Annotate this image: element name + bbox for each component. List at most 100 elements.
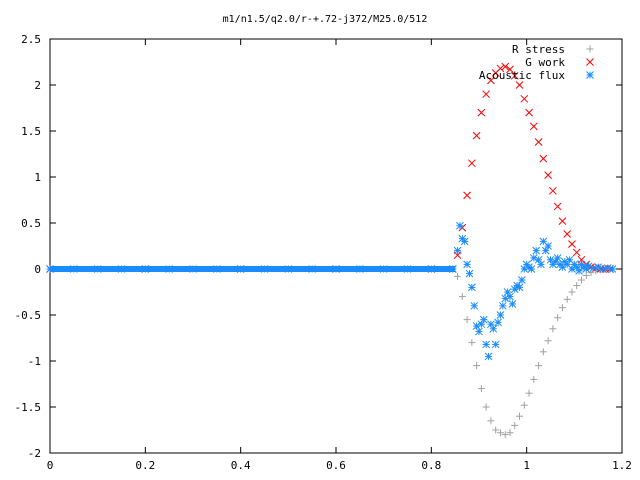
data-point [589,264,598,272]
data-point [496,64,505,73]
y-tick-label: 0 [34,263,41,276]
legend-marker [586,45,594,53]
data-point [582,271,590,279]
data-point [515,283,524,292]
data-point [554,314,562,322]
data-point [525,389,533,397]
legend-marker [586,58,594,66]
data-point [577,276,585,284]
plot-series [46,62,617,439]
legend-marker [586,71,594,79]
legend-label: Acoustic flux [479,69,565,82]
y-tick-label: 2.5 [21,33,41,46]
data-point [460,237,469,246]
data-point [558,217,567,226]
data-point [516,412,524,420]
data-point [527,265,536,273]
data-point [534,255,543,264]
data-point [568,288,576,296]
data-point [489,324,498,333]
data-point [482,90,491,99]
data-point [506,292,514,301]
data-point [599,265,607,273]
data-point [465,269,474,278]
data-point [544,171,552,180]
data-point [529,122,538,131]
legend-label: R stress [512,43,565,56]
data-point [501,62,510,71]
data-point [608,265,617,273]
axes: 0 0.2 0.4 0.6 0.8 1 1.2 2.5 2 1.5 1 0.5 0 -0.5 -1 -1.5 -… [15,33,632,472]
data-point [472,131,481,140]
y-tick-label: 0.5 [21,217,41,230]
data-point [470,301,479,310]
legend-label: G work [525,56,565,69]
data-point [544,242,552,250]
data-point [515,81,524,89]
x-tick-label: 0.2 [135,459,155,472]
data-point [573,282,581,290]
data-point [534,138,543,146]
data-point [506,65,514,74]
data-point [477,108,486,117]
data-point [487,76,495,85]
data-point [494,318,502,327]
y-tick-label: -2 [28,447,41,460]
data-point [520,94,529,103]
data-point [467,159,476,168]
data-point [530,375,538,383]
data-point [454,272,462,280]
data-point [510,71,519,80]
y-tick-label: 1 [34,171,41,184]
x-tick-label: 0.8 [421,459,441,472]
y-tick-label: -1 [28,355,41,368]
data-point [553,254,562,262]
data-point [501,431,509,439]
data-point [463,316,471,324]
data-point [518,276,526,284]
data-point [479,315,488,324]
data-point [511,421,519,429]
data-point [475,327,483,336]
data-point [603,264,612,272]
series-2 [46,221,617,361]
y-tick-label: 1.5 [21,125,41,138]
data-point [535,362,543,370]
data-point [477,385,485,393]
data-point [508,300,517,308]
data-point [492,426,500,434]
series-0 [46,265,614,439]
data-point [498,301,507,310]
data-point [463,191,471,200]
data-point [549,186,557,195]
x-tick-label: 0.4 [231,459,251,472]
data-point [468,339,476,347]
data-point [463,260,471,269]
data-point [467,283,476,292]
data-point [537,260,545,269]
data-point [458,293,466,301]
x-tick-label: 0 [47,459,54,472]
data-point [484,352,493,361]
data-point [456,221,464,230]
data-point [558,304,566,312]
data-point [482,340,491,349]
x-tick-label: 1 [523,459,530,472]
data-point [563,295,571,303]
data-point [525,108,533,117]
data-point [575,266,583,275]
data-point [544,337,552,345]
data-point [539,154,548,163]
data-point [568,240,576,249]
data-point [539,348,547,356]
data-point [520,401,528,409]
y-tick-label: -1.5 [15,401,42,414]
data-point [453,246,462,255]
data-point [549,325,557,333]
data-point [572,248,581,257]
data-point [496,311,505,319]
y-tick-label: -0.5 [15,309,42,322]
data-point [496,429,504,437]
